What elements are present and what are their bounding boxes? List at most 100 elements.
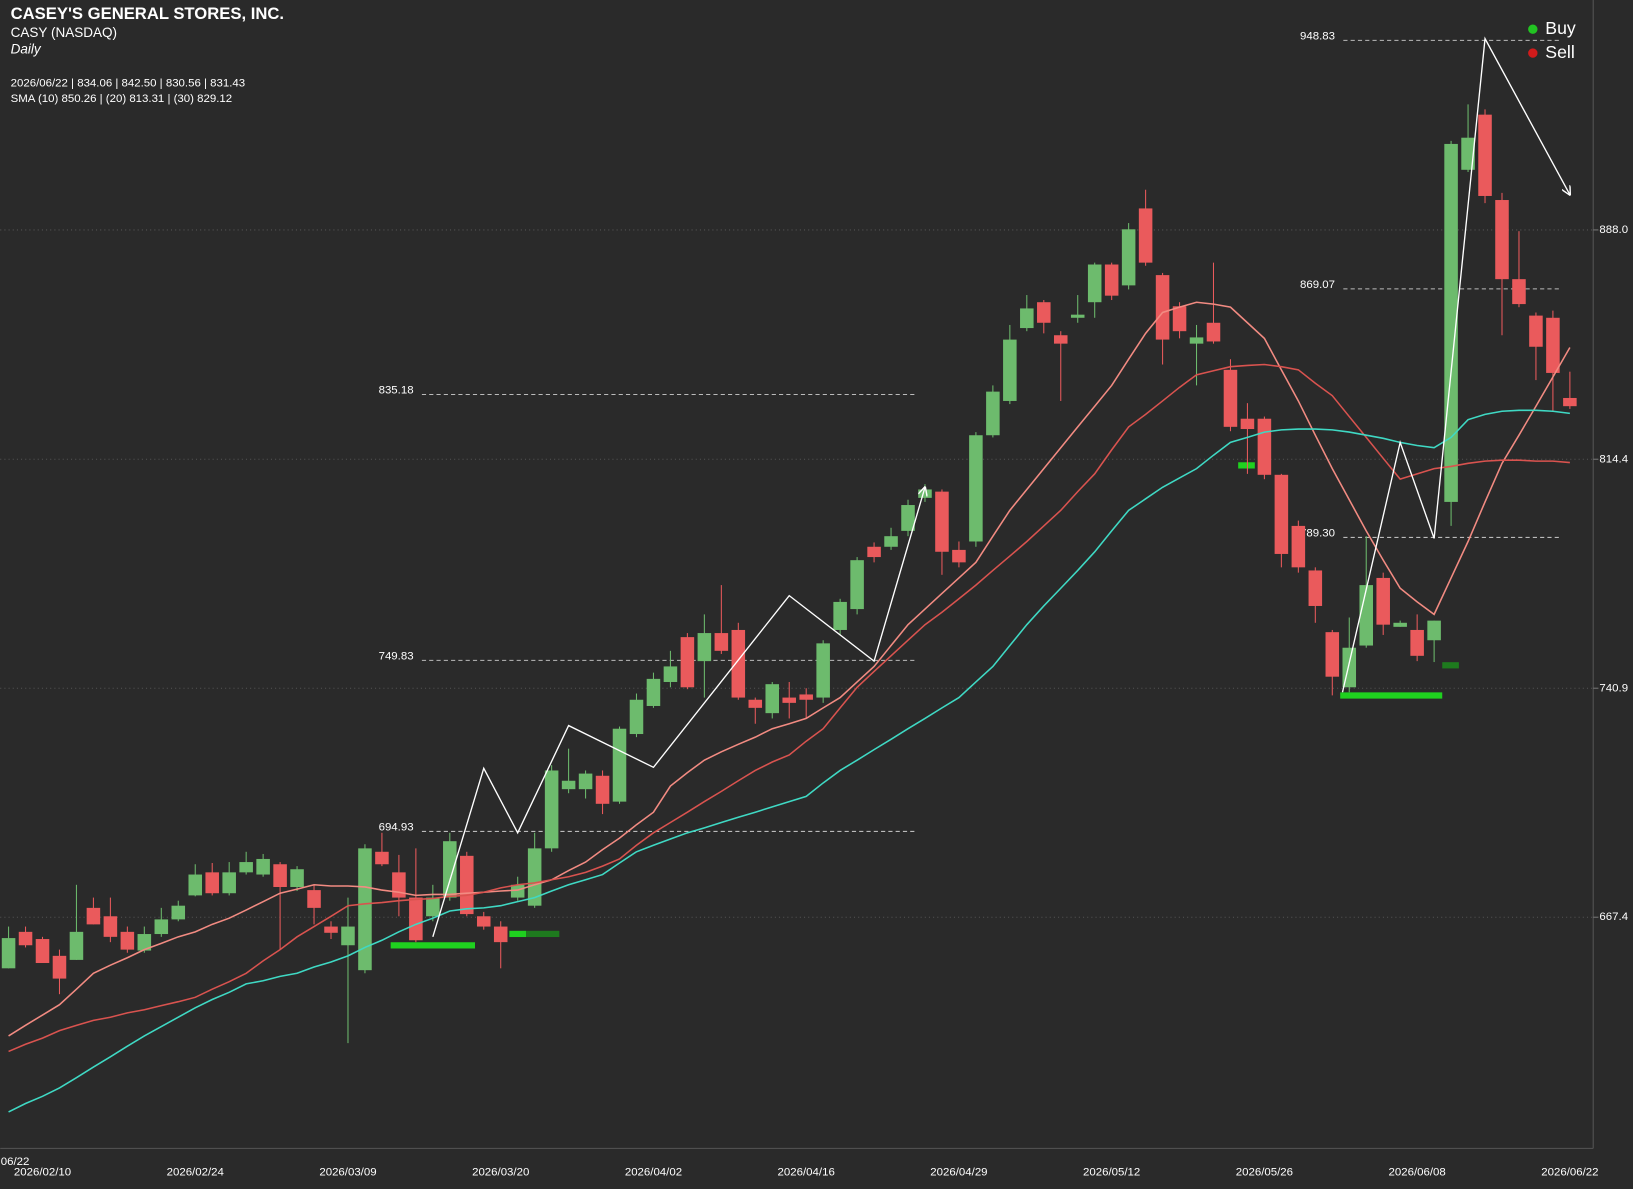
candle-body bbox=[324, 926, 338, 933]
candle-body bbox=[188, 874, 203, 896]
candle-body bbox=[443, 841, 457, 898]
candle-body bbox=[1461, 137, 1475, 170]
y-tick-label: 740.9 bbox=[1599, 682, 1628, 694]
candle-body bbox=[935, 491, 949, 552]
candle-body bbox=[1206, 322, 1221, 342]
candle-body bbox=[476, 916, 491, 927]
candle-body bbox=[1121, 229, 1136, 286]
candle-body bbox=[595, 775, 610, 804]
y-tick-label: 888.0 bbox=[1599, 224, 1628, 236]
candle-body bbox=[69, 931, 84, 960]
zigzag bbox=[1341, 36, 1569, 693]
candle-body bbox=[765, 684, 780, 714]
candle-body bbox=[1189, 337, 1204, 344]
candle-body bbox=[18, 931, 33, 946]
candle-body bbox=[952, 549, 966, 563]
level-label: 694.93 bbox=[379, 821, 414, 833]
candle-body bbox=[1393, 622, 1407, 627]
candle-body bbox=[782, 697, 796, 703]
candle-body bbox=[1512, 279, 1526, 305]
legend-label: Sell bbox=[1545, 42, 1575, 62]
signal-bar bbox=[509, 930, 527, 938]
candle-body bbox=[426, 897, 440, 917]
candle-body bbox=[1138, 208, 1153, 263]
candle-body bbox=[561, 780, 576, 790]
candle-body bbox=[137, 934, 152, 951]
sma-readout: SMA (10) 850.26 | (20) 813.31 | (30) 829… bbox=[11, 93, 232, 105]
candle-body bbox=[375, 851, 389, 865]
x-tick-label: 2026/04/16 bbox=[778, 1166, 835, 1178]
chart-subtitle: CASY (NASDAQ) bbox=[11, 25, 117, 40]
y-tick-label: 667.4 bbox=[1599, 911, 1628, 923]
candle-body bbox=[527, 848, 542, 906]
level-label: 789.30 bbox=[1300, 527, 1335, 539]
chart-title: CASEY'S GENERAL STORES, INC. bbox=[11, 4, 284, 23]
candle-body bbox=[799, 694, 813, 700]
signal-bar bbox=[526, 930, 560, 938]
candle-body bbox=[239, 862, 253, 873]
y-tick-label: 814.4 bbox=[1599, 453, 1628, 465]
candle-body bbox=[1172, 306, 1187, 332]
candle-body bbox=[1325, 632, 1340, 677]
level-label: 749.83 bbox=[379, 650, 414, 662]
zigzag bbox=[432, 487, 925, 938]
candle-body bbox=[901, 505, 915, 531]
ohlc-readout: 2026/06/22 | 834.06 | 842.50 | 830.56 | … bbox=[11, 77, 245, 89]
level-label: 869.07 bbox=[1300, 279, 1335, 291]
candle-body bbox=[1257, 418, 1272, 475]
x-tick-label: 2026/06/08 bbox=[1389, 1166, 1446, 1178]
candle-body bbox=[307, 890, 321, 908]
candle-body bbox=[1274, 474, 1289, 554]
level-label: 835.18 bbox=[379, 384, 414, 396]
candle-body bbox=[833, 601, 847, 630]
candle-body bbox=[986, 391, 1000, 436]
candle-body bbox=[1444, 143, 1458, 502]
candle-body bbox=[1427, 620, 1441, 641]
candle-body bbox=[1563, 397, 1577, 407]
interval-label: Daily bbox=[11, 42, 42, 57]
candle-body bbox=[1546, 317, 1560, 373]
candle-body bbox=[1, 938, 16, 969]
candle-body bbox=[1155, 275, 1170, 340]
sma-line bbox=[8, 363, 1570, 1053]
candle-body bbox=[1070, 314, 1085, 318]
candle-body bbox=[52, 955, 67, 979]
candle-body bbox=[35, 939, 50, 964]
x-tick-label: 2026/02/10 bbox=[14, 1166, 71, 1178]
x-tick-label: 2026/04/29 bbox=[930, 1166, 987, 1178]
candle-body bbox=[918, 489, 932, 498]
candle-body bbox=[493, 926, 508, 943]
cursor-date-label: 06/22 bbox=[1, 1156, 30, 1168]
candle-body bbox=[103, 916, 118, 937]
candle-body bbox=[663, 666, 678, 682]
candle-body bbox=[205, 872, 219, 894]
candle-body bbox=[1376, 577, 1390, 625]
x-tick-label: 2026/04/02 bbox=[625, 1166, 682, 1178]
candle-body bbox=[1478, 114, 1492, 196]
candle-body bbox=[816, 643, 830, 698]
candle-body bbox=[697, 633, 712, 662]
candle-body bbox=[409, 897, 423, 941]
signal-bar bbox=[1340, 692, 1443, 699]
candle-body bbox=[731, 629, 746, 698]
candle-body bbox=[1087, 264, 1102, 303]
candle-body bbox=[850, 560, 864, 610]
candle-body bbox=[578, 773, 593, 790]
candle-body bbox=[256, 858, 270, 875]
candle-body bbox=[510, 884, 525, 898]
candle-body bbox=[460, 855, 474, 915]
candle-body bbox=[86, 907, 101, 925]
signal-markers bbox=[390, 462, 1459, 949]
candle-body bbox=[612, 728, 627, 802]
signal-bar bbox=[390, 942, 476, 949]
candle-body bbox=[884, 536, 898, 547]
candle-body bbox=[969, 435, 983, 542]
candle-body bbox=[680, 637, 695, 688]
candle-body bbox=[544, 770, 559, 849]
candle-body bbox=[171, 905, 186, 920]
candle-body bbox=[1308, 570, 1323, 606]
candle-body bbox=[1240, 418, 1255, 430]
x-tick-label: 2026/03/20 bbox=[472, 1166, 529, 1178]
candle-body bbox=[1495, 200, 1509, 280]
